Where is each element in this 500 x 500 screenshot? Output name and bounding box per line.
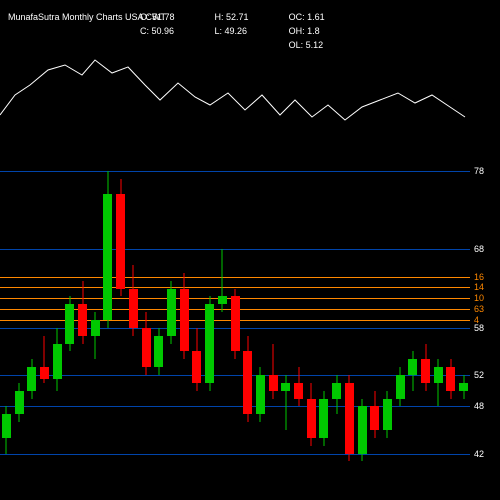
candle-body xyxy=(53,344,62,379)
candle xyxy=(65,155,74,485)
candle-body xyxy=(192,351,201,382)
candle-body xyxy=(281,383,290,391)
price-axis: 161410634786858524842 xyxy=(470,155,500,485)
candle xyxy=(396,155,405,485)
candle-body xyxy=(91,320,100,336)
candle xyxy=(281,155,290,485)
candle-body xyxy=(2,414,11,438)
candle-body xyxy=(116,194,125,288)
candle xyxy=(243,155,252,485)
candle-body xyxy=(129,289,138,328)
candle-body xyxy=(167,289,176,336)
candle xyxy=(269,155,278,485)
line-label: 16 xyxy=(474,272,484,282)
candle-body xyxy=(358,406,367,453)
candle xyxy=(116,155,125,485)
candle-body xyxy=(294,383,303,399)
candle xyxy=(129,155,138,485)
candle xyxy=(2,155,11,485)
candle xyxy=(205,155,214,485)
candle-body xyxy=(243,351,252,414)
candle xyxy=(180,155,189,485)
candle-body xyxy=(370,406,379,430)
candle xyxy=(167,155,176,485)
candle xyxy=(27,155,36,485)
candle-body xyxy=(15,391,24,415)
candle-body xyxy=(218,296,227,304)
candle-body xyxy=(27,367,36,391)
candle xyxy=(91,155,100,485)
candle xyxy=(307,155,316,485)
candle-body xyxy=(40,367,49,379)
indicator-line-chart xyxy=(0,45,470,145)
candle xyxy=(192,155,201,485)
candle xyxy=(15,155,24,485)
candle xyxy=(358,155,367,485)
candlestick-chart xyxy=(0,155,470,485)
candle-body xyxy=(319,399,328,438)
candle-body xyxy=(180,289,189,352)
axis-tick: 58 xyxy=(474,323,484,333)
candle xyxy=(256,155,265,485)
candle-body xyxy=(434,367,443,383)
candle xyxy=(319,155,328,485)
candle-body xyxy=(142,328,151,367)
candle xyxy=(446,155,455,485)
candle-body xyxy=(78,304,87,335)
candle-body xyxy=(396,375,405,399)
candle-body xyxy=(345,383,354,454)
candle xyxy=(345,155,354,485)
candle xyxy=(421,155,430,485)
candle-body xyxy=(408,359,417,375)
candle-body xyxy=(421,359,430,383)
candle xyxy=(154,155,163,485)
line-label: 63 xyxy=(474,304,484,314)
candle xyxy=(231,155,240,485)
candle-body xyxy=(103,194,112,320)
axis-tick: 52 xyxy=(474,370,484,380)
candle-body xyxy=(383,399,392,430)
oc-value: OC: 1.61 xyxy=(289,12,325,22)
candle-body xyxy=(154,336,163,367)
close-value: C: 50.96 xyxy=(140,26,175,36)
high-value: H: 52.71 xyxy=(215,12,249,22)
oh-value: OH: 1.8 xyxy=(289,26,325,36)
candle-body xyxy=(256,375,265,414)
candle xyxy=(408,155,417,485)
axis-tick: 78 xyxy=(474,166,484,176)
candle-body xyxy=(307,399,316,438)
candle xyxy=(434,155,443,485)
candle xyxy=(294,155,303,485)
candle-body xyxy=(231,296,240,351)
candle xyxy=(78,155,87,485)
line-label: 14 xyxy=(474,282,484,292)
low-value: L: 49.26 xyxy=(215,26,249,36)
candle xyxy=(459,155,468,485)
candle-body xyxy=(269,375,278,391)
candle-body xyxy=(446,367,455,391)
candle xyxy=(103,155,112,485)
candle-body xyxy=(332,383,341,399)
candle xyxy=(40,155,49,485)
candle xyxy=(53,155,62,485)
candle xyxy=(370,155,379,485)
candle xyxy=(142,155,151,485)
candle-body xyxy=(65,304,74,343)
candle xyxy=(218,155,227,485)
candle-body xyxy=(459,383,468,391)
candle-body xyxy=(205,304,214,383)
candle xyxy=(332,155,341,485)
axis-tick: 68 xyxy=(474,244,484,254)
axis-tick: 42 xyxy=(474,449,484,459)
open-value: O: 51.78 xyxy=(140,12,175,22)
candle xyxy=(383,155,392,485)
axis-tick: 48 xyxy=(474,401,484,411)
line-label: 10 xyxy=(474,293,484,303)
